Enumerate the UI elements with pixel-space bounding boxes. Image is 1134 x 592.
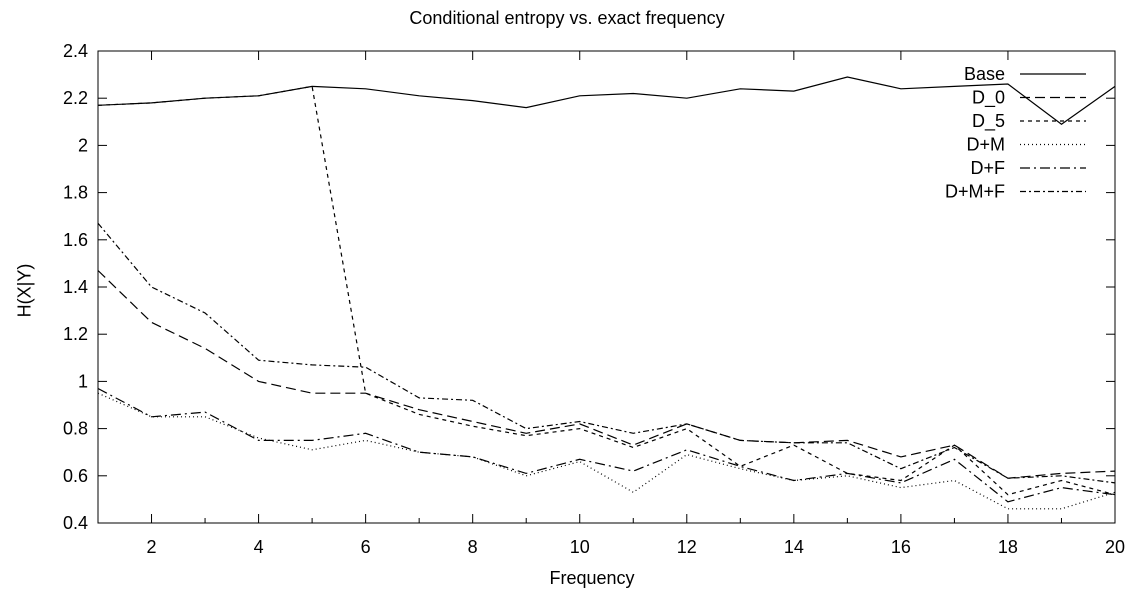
x-tick-label: 16 bbox=[891, 537, 911, 557]
y-tick-label: 1.8 bbox=[63, 183, 88, 203]
series-line-d-m bbox=[97, 392, 1116, 510]
x-axis-label: Frequency bbox=[549, 568, 635, 588]
legend-label: D+F bbox=[970, 158, 1005, 178]
chart-title: Conditional entropy vs. exact frequency bbox=[409, 8, 725, 28]
y-tick-label: 0.8 bbox=[63, 419, 88, 439]
y-tick-label: 1.2 bbox=[63, 324, 88, 344]
x-tick-label: 6 bbox=[361, 537, 371, 557]
x-tick-label: 20 bbox=[1105, 537, 1125, 557]
series-line-d-f bbox=[97, 387, 1116, 503]
y-tick-label: 2.2 bbox=[63, 88, 88, 108]
legend-label: D+M bbox=[966, 135, 1005, 155]
legend: Base D_0D_5 D+M D+F D+M+F bbox=[945, 64, 1086, 202]
series-line-d-m-f bbox=[97, 222, 1116, 484]
x-tick-label: 4 bbox=[254, 537, 264, 557]
plot-frame bbox=[97, 50, 1116, 524]
x-tick-label: 18 bbox=[998, 537, 1018, 557]
x-tick-label: 12 bbox=[677, 537, 697, 557]
legend-label: Base bbox=[964, 64, 1005, 84]
legend-label: D+M+F bbox=[945, 182, 1005, 202]
x-tick-label: 2 bbox=[147, 537, 157, 557]
series-line-d-0 bbox=[97, 270, 1116, 479]
y-tick-label: 0.4 bbox=[63, 513, 88, 533]
y-tick-label: 0.6 bbox=[63, 466, 88, 486]
x-tick-label: 14 bbox=[784, 537, 804, 557]
series-line-d-5 bbox=[97, 85, 1116, 496]
y-tick-label: 2 bbox=[78, 135, 88, 155]
y-tick-label: 1.6 bbox=[63, 230, 88, 250]
legend-label: D_5 bbox=[972, 111, 1005, 132]
y-tick-label: 2.4 bbox=[63, 41, 88, 61]
x-tick-label: 8 bbox=[468, 537, 478, 557]
x-tick-label: 10 bbox=[570, 537, 590, 557]
axes: 0.4 0.6 0.8 1 1.2 1.4 1.6 1.8 2 2.2 2.4 2 4 6 8 10 12 14 1… bbox=[63, 41, 1125, 557]
y-tick-label: 1 bbox=[78, 371, 88, 391]
y-tick-label: 1.4 bbox=[63, 277, 88, 297]
series-line-base bbox=[97, 76, 1116, 125]
plot-area bbox=[97, 76, 1116, 510]
legend-label: D_0 bbox=[972, 88, 1005, 109]
